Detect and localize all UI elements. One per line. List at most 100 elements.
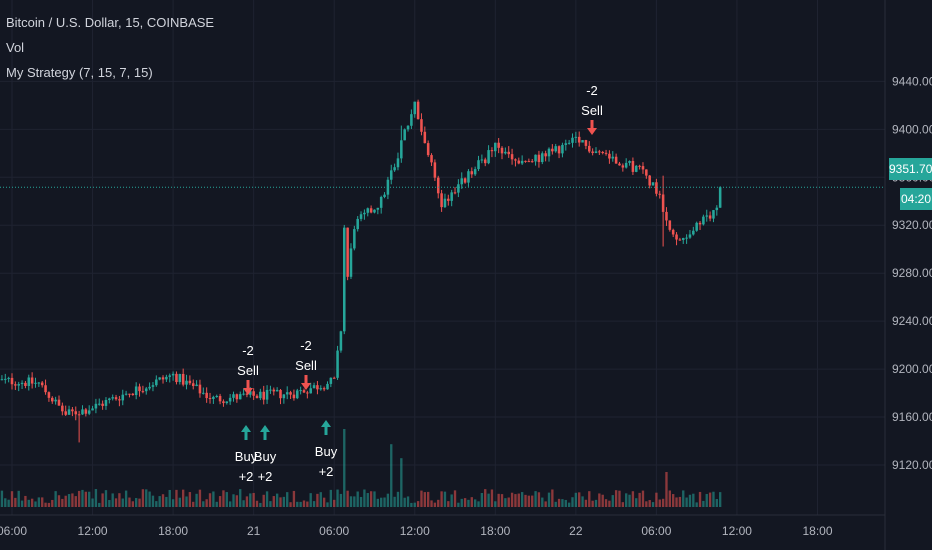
volume-bar (420, 490, 423, 507)
volume-bar (84, 491, 88, 507)
volume-bar (591, 500, 594, 507)
candle-body (91, 408, 94, 411)
candle-body (114, 397, 118, 400)
volume-bar (255, 500, 259, 507)
candle-body (359, 214, 363, 219)
candle-body (245, 393, 249, 395)
candle-body (151, 385, 155, 387)
volume-bar (98, 502, 101, 507)
volume-bar (658, 499, 661, 507)
volume-bar (396, 491, 400, 507)
candle-body (17, 384, 20, 386)
symbol-legend[interactable]: Bitcoin / U.S. Dollar, 15, COINBASE (6, 15, 215, 30)
candle-body (10, 377, 14, 385)
candle-body (306, 392, 309, 394)
volume-bar (359, 496, 363, 507)
candle-body (685, 237, 688, 239)
candle-body (342, 227, 346, 332)
candle-body (658, 193, 662, 195)
candle-body (460, 178, 464, 185)
sell-signal-label: Sell (581, 103, 603, 118)
time-tick-label: 12:00 (78, 524, 108, 538)
candle-body (557, 146, 561, 154)
candle-body (30, 377, 34, 384)
candle-body (252, 391, 255, 396)
volume-bar (225, 492, 228, 507)
volume-bar (410, 502, 413, 507)
volume-bar (138, 498, 141, 507)
candle-body (205, 392, 208, 399)
candle-body (71, 409, 74, 412)
candle-body (634, 165, 638, 172)
volume-legend[interactable]: Vol (6, 40, 25, 55)
candle-body (500, 147, 504, 154)
volume-bar (416, 501, 420, 507)
volume-bar (524, 494, 527, 507)
sell-arrow (243, 380, 253, 395)
volume-bar (618, 490, 621, 507)
candle-body (165, 376, 168, 380)
candle-body (336, 350, 339, 378)
candle-body (601, 151, 604, 153)
candle-body (396, 158, 400, 168)
candle-body (574, 136, 578, 138)
time-tick-label: 12:00 (400, 524, 430, 538)
bar-countdown-label: 04:20 (900, 188, 932, 210)
time-tick-label: 21 (247, 524, 261, 538)
candle-body (353, 229, 356, 249)
strategy-legend[interactable]: My Strategy (7, 15, 7, 15) (6, 65, 153, 80)
candle-body (225, 401, 229, 404)
volume-bar (574, 492, 578, 507)
volume-bar (484, 489, 487, 507)
volume-bar (249, 493, 252, 507)
volume-bar (477, 501, 480, 507)
volume-bar (665, 472, 668, 507)
volume-bar (195, 493, 198, 507)
volume-bar (24, 495, 27, 507)
candle-body (64, 411, 67, 415)
volume-bar (118, 493, 121, 507)
volume-bar (27, 499, 30, 507)
price-tick-label: 9440.00 (892, 74, 932, 88)
candle-body (218, 395, 222, 402)
candle-body (483, 159, 487, 164)
volume-bar (41, 497, 44, 507)
volume-bar (584, 499, 588, 507)
volume-bar (628, 494, 631, 507)
price-tick-label: 9280.00 (892, 266, 932, 280)
candle-body (74, 411, 78, 415)
volume-bar (161, 494, 165, 507)
volume-bar (192, 501, 195, 507)
candle-body (544, 153, 547, 157)
volume-bar (480, 492, 484, 507)
volume-bar (500, 494, 504, 507)
time-tick-label: 18:00 (158, 524, 188, 538)
candle-body (648, 175, 651, 186)
volume-bar (185, 496, 188, 507)
volume-bar (440, 491, 443, 507)
volume-bar (487, 493, 490, 507)
candle-body (638, 165, 641, 167)
candle-body (346, 227, 349, 277)
volume-bar (631, 491, 635, 507)
candle-body (410, 114, 413, 126)
candle-body (104, 400, 108, 406)
candle-body (285, 392, 289, 395)
candle-body (453, 192, 457, 194)
candle-body (520, 160, 524, 164)
price-tick-label: 9240.00 (892, 314, 932, 328)
candle-body (423, 131, 427, 144)
candle-body (443, 198, 447, 208)
volume-bar (155, 501, 158, 507)
candle-body (628, 161, 631, 163)
candle-body (14, 384, 17, 386)
candle-body (497, 142, 500, 148)
volume-bar (269, 501, 272, 507)
volume-bar (447, 501, 450, 507)
price-tick-label: 9400.00 (892, 122, 932, 136)
candle-body (433, 162, 437, 178)
volume-bar (299, 501, 302, 507)
sell-signal-qty: -2 (586, 83, 598, 98)
volume-bar (541, 497, 544, 507)
